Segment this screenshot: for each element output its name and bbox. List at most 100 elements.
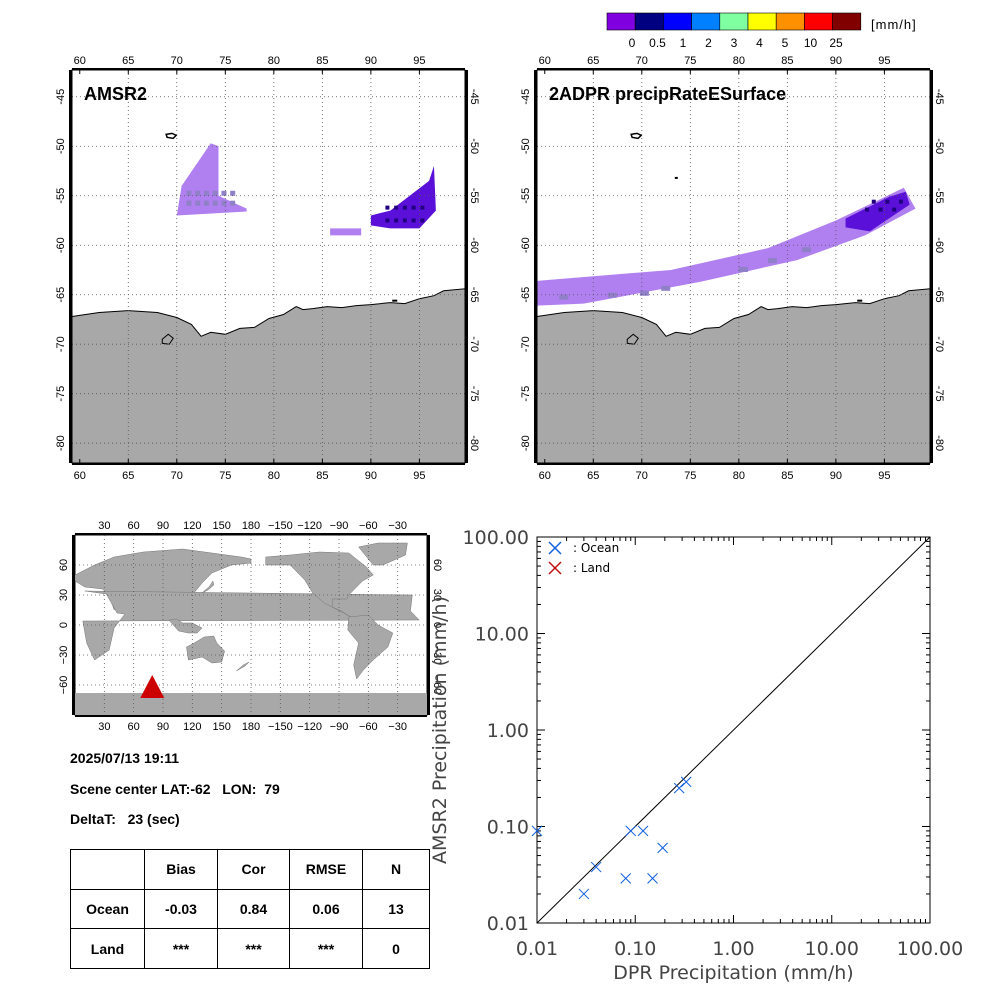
rain-pixel-intense: [892, 207, 897, 212]
colorbar-segment: [832, 12, 862, 31]
rain-pixel-moderate: [607, 292, 617, 298]
rain-pixel-moderate: [203, 200, 209, 206]
legend-marker: [548, 541, 562, 555]
rain-pixel-moderate: [661, 285, 671, 291]
rain-pixel-moderate: [801, 247, 811, 253]
data-point-stroke: [637, 825, 649, 837]
map-lat-tick-label: -60: [520, 237, 532, 253]
globe-lon-tick-label: −150: [268, 721, 293, 733]
heard-island: [674, 176, 678, 179]
x-tick-label: 10.00: [805, 938, 859, 960]
rain-pixel-moderate: [559, 294, 569, 300]
colorbar-tick-label: 0: [629, 36, 636, 50]
globe-lon-tick-label: 180: [242, 520, 260, 532]
globe-frame-bar: [75, 715, 427, 717]
landmass-indonesia: [168, 618, 203, 634]
landmass-new-zealand: [236, 661, 250, 672]
rain-pixel-intense: [420, 205, 425, 210]
y-axis-label: AMSR2 Precipitation (mm/h): [429, 596, 451, 864]
stats-row-land: Land *** *** *** 0: [70, 928, 430, 969]
map-lon-tick-label: 70: [636, 55, 648, 67]
stats-row-ocean: Ocean -0.03 0.84 0.06 13: [70, 888, 430, 930]
map-lon-tick-label: 75: [684, 470, 696, 482]
map-lat-tick-label: -60: [55, 237, 67, 253]
data-point: [578, 888, 590, 900]
rain-pixel-intense: [864, 207, 869, 212]
globe-lon-tick-label: 120: [183, 721, 201, 733]
y-tick-label: 0.10: [487, 817, 529, 839]
globe-lon-tick-label: −150: [268, 520, 293, 532]
y-tick-label: 0.01: [487, 913, 529, 935]
map-frame-bar: [69, 70, 72, 463]
stats-header-cell: RMSE: [289, 849, 363, 890]
map-lon-tick-label: 95: [413, 470, 425, 482]
globe-lon-tick-label: 60: [128, 520, 140, 532]
map-lat-tick-label: -60: [468, 237, 480, 253]
map-lon-tick-label: 90: [830, 55, 842, 67]
x-axis-label: DPR Precipitation (mm/h): [613, 962, 853, 984]
data-point-stroke: [590, 861, 602, 873]
rain-pixel-moderate: [767, 258, 777, 264]
colorbar-segment: [775, 12, 805, 31]
x-tick-label: 1.00: [712, 938, 754, 960]
stats-row-label: Ocean: [70, 888, 145, 930]
map-lat-tick-label: -55: [933, 188, 945, 204]
rain-pixel-moderate: [186, 190, 192, 196]
colorbar-tick-label: 4: [756, 36, 763, 50]
map-lat-tick-label: -70: [520, 336, 532, 352]
map-lat-tick-label: -70: [933, 336, 945, 352]
rain-cell-heavy: [845, 191, 910, 232]
map-lat-tick-label: -45: [468, 89, 480, 105]
data-point-stroke: [647, 873, 658, 884]
colorbar-segment: [634, 12, 664, 31]
map-lat-tick-label: -70: [468, 336, 480, 352]
colorbar-tick-label: 0.5: [649, 36, 666, 50]
map-lat-tick-label: -80: [55, 435, 67, 451]
one-to-one-line: [536, 536, 931, 924]
map-lat-tick-label: -65: [933, 287, 945, 303]
rain-pixel-moderate: [195, 200, 201, 206]
map-lon-tick-label: 60: [74, 470, 86, 482]
location-marker-icon: [140, 675, 165, 698]
delta-t-text: DeltaT: 23 (sec): [70, 811, 180, 827]
colorbar-tick-label: 2: [705, 36, 712, 50]
map-frame-bar: [537, 68, 930, 70]
globe-lon-tick-label: −120: [297, 520, 322, 532]
map-lat-tick-label: -55: [55, 188, 67, 204]
map-lon-tick-label: 85: [781, 55, 793, 67]
colorbar-segment: [691, 12, 721, 31]
map-lon-tick-label: 85: [316, 55, 328, 67]
map-lon-tick-label: 90: [365, 470, 377, 482]
x-tick-label: 0.10: [614, 938, 656, 960]
globe-lat-tick-label: 0: [431, 622, 443, 628]
rain-pixel-moderate: [738, 266, 748, 272]
colorbar-tick-label: 3: [731, 36, 738, 50]
rain-pixel-moderate: [230, 200, 236, 206]
rain-pixel-moderate: [212, 200, 218, 206]
colorbar-tick-label: 10: [804, 36, 818, 50]
ice-shelf-outline: [626, 333, 639, 345]
globe-lon-tick-label: −120: [297, 721, 322, 733]
map-lat-tick-label: -55: [520, 188, 532, 204]
rain-pixel-moderate: [212, 190, 218, 196]
map-frame-bar: [72, 68, 465, 70]
map-lon-tick-label: 90: [365, 55, 377, 67]
rain-pixel-moderate: [195, 190, 201, 196]
map-lon-tick-label: 75: [219, 470, 231, 482]
colorbar-tick-label: 5: [782, 36, 789, 50]
map-lon-tick-label: 95: [878, 55, 890, 67]
stats-row-label: Land: [70, 928, 145, 969]
rain-cell-heavy: [370, 166, 436, 229]
globe-lon-tick-label: −90: [330, 520, 349, 532]
data-point: [590, 861, 602, 873]
scatter-plot: 0.01 0.01 0.10 0.10 1.00 1.00 10.00 10.00 100.00…: [429, 527, 963, 984]
map-lon-tick-label: 70: [636, 470, 648, 482]
kerguelen-island: [630, 132, 643, 140]
globe-lat-tick-label: −30: [431, 646, 443, 665]
map-lat-tick-label: -50: [520, 138, 532, 154]
stats-cell: 0.06: [289, 888, 363, 930]
landmass-south-america: [347, 614, 394, 680]
data-point-stroke: [531, 825, 543, 837]
map-lat-tick-label: -50: [933, 138, 945, 154]
